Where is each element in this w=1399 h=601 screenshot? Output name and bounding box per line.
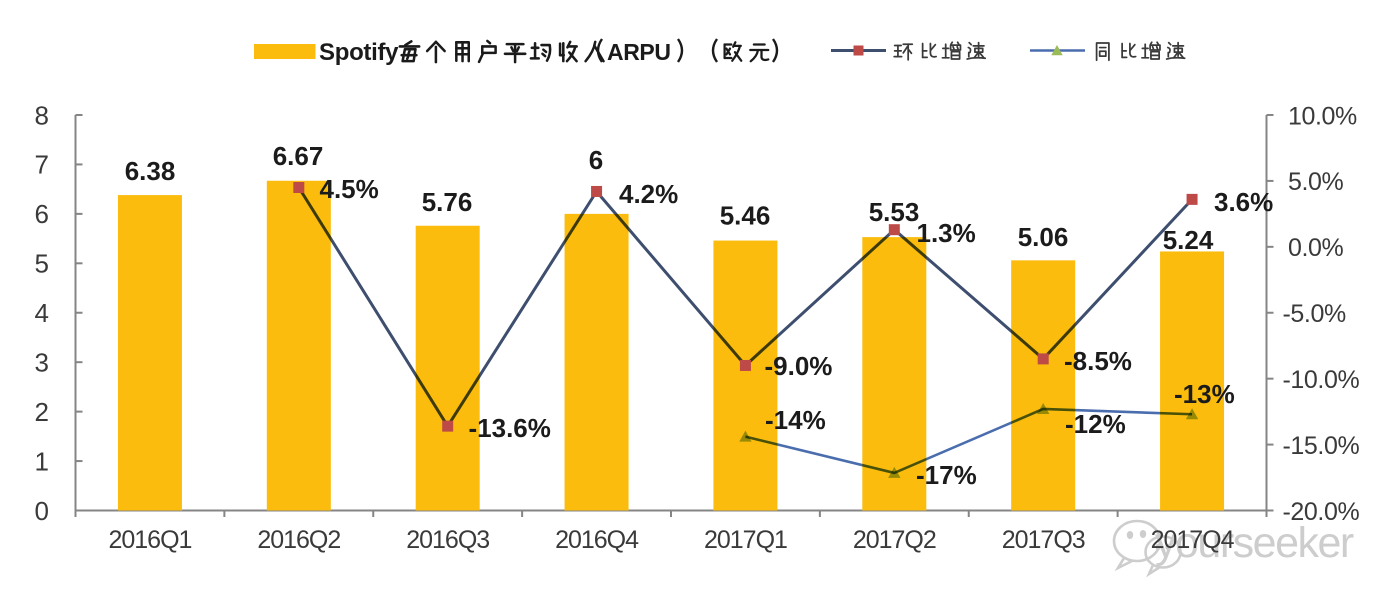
svg-text:-10.0%: -10.0%	[1283, 366, 1360, 394]
svg-text:8: 8	[35, 100, 49, 130]
svg-text:4: 4	[35, 298, 49, 328]
svg-text:-9.0%: -9.0%	[765, 351, 833, 381]
svg-text:2016Q3: 2016Q3	[406, 526, 489, 554]
svg-text:-8.5%: -8.5%	[1064, 346, 1132, 376]
svg-text:-15.0%: -15.0%	[1283, 432, 1360, 460]
svg-text:2017Q1: 2017Q1	[704, 526, 787, 554]
svg-text:2: 2	[35, 397, 49, 427]
svg-text:3: 3	[35, 347, 49, 377]
svg-text:2017Q3: 2017Q3	[1002, 526, 1085, 554]
svg-text:Spotify: Spotify	[319, 39, 399, 66]
svg-text:1.3%: 1.3%	[917, 218, 976, 248]
svg-text:yourseeker: yourseeker	[1155, 519, 1354, 567]
svg-text:0: 0	[35, 496, 49, 526]
svg-text:10.0%: 10.0%	[1288, 102, 1357, 130]
svg-text:2017Q2: 2017Q2	[853, 526, 936, 554]
svg-text:6.38: 6.38	[125, 156, 176, 186]
svg-text:5.06: 5.06	[1018, 222, 1069, 252]
svg-text:-20.0%: -20.0%	[1283, 498, 1360, 526]
svg-text:-12%: -12%	[1065, 409, 1126, 439]
svg-text:4.5%: 4.5%	[320, 174, 379, 204]
svg-text:5.0%: 5.0%	[1288, 168, 1344, 196]
svg-text:2016Q1: 2016Q1	[108, 526, 191, 554]
svg-text:0.0%: 0.0%	[1288, 234, 1344, 262]
svg-text:-17%: -17%	[916, 460, 977, 490]
svg-text:5.46: 5.46	[720, 201, 771, 231]
svg-text:-13.6%: -13.6%	[469, 413, 551, 443]
svg-text:5.24: 5.24	[1163, 225, 1214, 255]
svg-text:6.67: 6.67	[273, 141, 324, 171]
svg-text:5.76: 5.76	[422, 187, 473, 217]
svg-text:ARPU: ARPU	[607, 39, 671, 65]
svg-text:4.2%: 4.2%	[619, 179, 678, 209]
svg-text:-14%: -14%	[765, 405, 826, 435]
svg-text:2016Q2: 2016Q2	[257, 526, 340, 554]
svg-text:6: 6	[589, 145, 603, 175]
svg-text:5: 5	[35, 249, 49, 279]
svg-text:6: 6	[35, 199, 49, 229]
svg-text:2016Q4: 2016Q4	[555, 526, 639, 554]
svg-text:3.6%: 3.6%	[1214, 187, 1273, 217]
svg-text:2017Q4: 2017Q4	[1151, 526, 1235, 554]
svg-text:1: 1	[35, 446, 49, 476]
svg-text:-5.0%: -5.0%	[1283, 300, 1346, 328]
svg-text:5.53: 5.53	[869, 197, 920, 227]
svg-text:7: 7	[35, 150, 49, 180]
svg-text:-13%: -13%	[1174, 379, 1235, 409]
